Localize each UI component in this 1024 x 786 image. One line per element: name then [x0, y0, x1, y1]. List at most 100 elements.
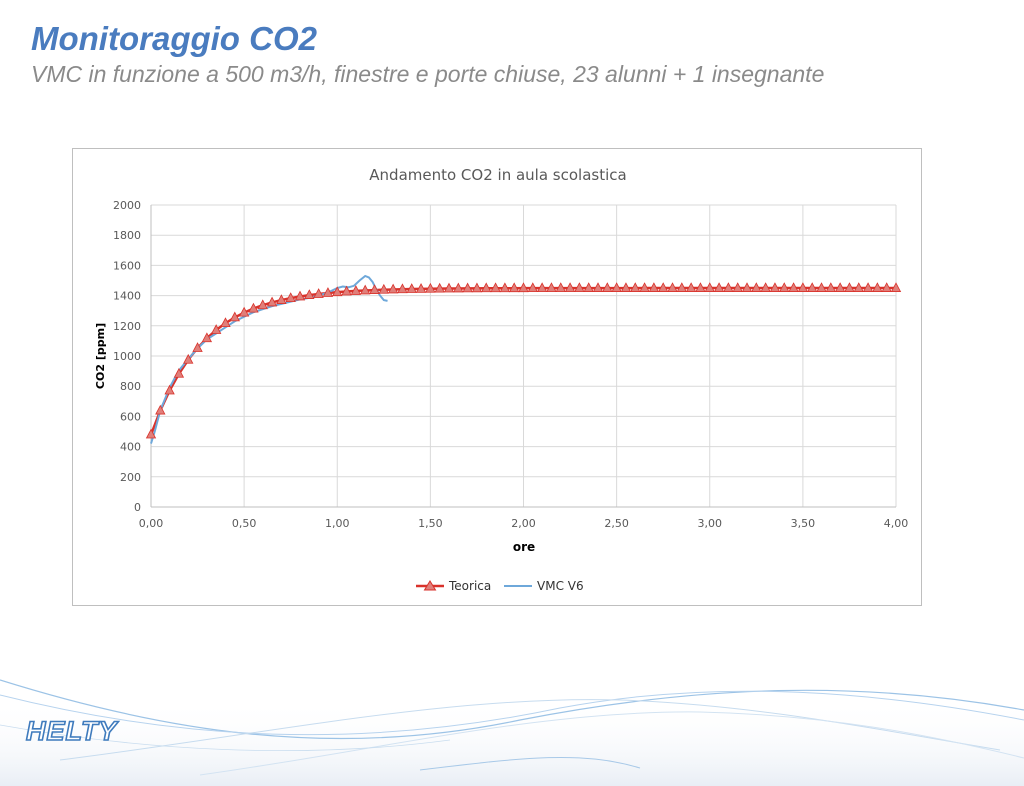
teorica-marker [490, 282, 501, 293]
teorica-marker [620, 282, 632, 292]
teorica-marker [220, 317, 231, 328]
slide-title: Monitoraggio CO2 [31, 20, 317, 57]
teorica-marker [518, 282, 529, 293]
teorica-marker [658, 282, 669, 292]
co2-chart: Andamento CO2 in aula scolastica 0 200 400… [94, 166, 909, 593]
teorica-marker [276, 294, 287, 304]
y-tick-label: 1400 [113, 290, 141, 303]
teorica-marker [462, 282, 473, 293]
teorica-marker [751, 282, 762, 292]
y-tick-label: 2000 [113, 199, 141, 212]
teorica-marker [369, 284, 380, 294]
teorica-marker [425, 282, 436, 293]
teorica-marker [853, 282, 864, 292]
teorica-marker [183, 353, 194, 364]
teorica-marker [536, 282, 548, 293]
x-tick-label: 3,50 [791, 517, 816, 530]
y-tick-label: 1000 [113, 350, 141, 363]
teorica-marker [397, 283, 408, 294]
teorica-marker [862, 282, 874, 292]
teorica-marker [611, 282, 622, 292]
teorica-marker [313, 288, 324, 298]
teorica-marker [732, 282, 743, 292]
teorica-marker [555, 282, 566, 293]
teorica-marker [192, 342, 203, 352]
series-layer [145, 274, 902, 444]
teorica-marker [481, 282, 492, 293]
teorica-marker [723, 282, 734, 292]
x-tick-label: 1,00 [325, 517, 350, 530]
legend-label-vmc: VMC V6 [537, 579, 584, 593]
teorica-marker [695, 282, 706, 292]
teorica-marker [713, 282, 725, 292]
axes [150, 205, 896, 508]
teorica-marker [248, 302, 259, 313]
teorica-marker [797, 282, 809, 292]
teorica-marker [294, 290, 306, 301]
teorica-marker [304, 289, 315, 299]
x-tick-label: 2,00 [511, 517, 536, 530]
x-axis-label: ore [513, 540, 535, 554]
teorica-marker [527, 282, 538, 293]
teorica-marker [769, 282, 781, 292]
teorica-marker [145, 428, 157, 439]
teorica-marker [834, 282, 846, 292]
teorica-marker [360, 284, 371, 295]
teorica-marker [639, 282, 650, 292]
teorica-marker [155, 404, 166, 415]
teorica-marker [760, 282, 771, 292]
y-tick-label: 200 [120, 471, 141, 484]
x-tick-label: 4,00 [884, 517, 909, 530]
teorica-marker [378, 283, 389, 294]
teorica-marker [890, 282, 902, 292]
teorica-marker [685, 282, 697, 292]
teorica-marker [704, 282, 715, 292]
teorica-marker [341, 285, 352, 296]
teorica-marker [509, 282, 520, 293]
teorica-marker [546, 282, 557, 293]
teorica-marker [872, 282, 883, 292]
teorica-marker [630, 282, 641, 292]
x-tick-label: 0,50 [232, 517, 257, 530]
x-tick-label: 0,00 [139, 517, 164, 530]
teorica-marker [844, 282, 855, 292]
chart-container: Andamento CO2 in aula scolastica 0 200 400… [72, 148, 922, 606]
teorica-marker [592, 282, 604, 292]
teorica-marker [164, 384, 175, 395]
y-tick-label: 1200 [113, 320, 141, 333]
teorica-marker [602, 282, 613, 292]
y-tick-label: 1800 [113, 229, 141, 242]
teorica-marker [238, 306, 250, 317]
teorica-marker [415, 283, 427, 293]
y-tick-label: 400 [120, 441, 141, 454]
legend-item-teorica: Teorica [416, 579, 491, 593]
helty-logo: HELTY [25, 715, 118, 747]
teorica-marker [499, 282, 511, 293]
teorica-marker [779, 282, 790, 292]
teorica-marker [881, 282, 892, 292]
teorica-marker [788, 282, 799, 292]
teorica-marker [257, 299, 268, 310]
teorica-marker [648, 282, 660, 292]
legend-label-teorica: Teorica [448, 579, 491, 593]
teorica-marker [564, 282, 576, 292]
y-tick-label: 0 [134, 501, 141, 514]
y-axis-label: CO2 [ppm] [94, 323, 107, 389]
legend: Teorica VMC V6 [416, 579, 584, 593]
teorica-marker [434, 282, 445, 293]
teorica-marker [574, 282, 585, 292]
teorica-marker [387, 283, 399, 294]
teorica-marker [443, 282, 455, 293]
teorica-marker [266, 296, 278, 307]
teorica-marker [676, 282, 687, 292]
teorica-marker [229, 311, 240, 322]
teorica-marker [816, 282, 827, 292]
teorica-marker [807, 282, 818, 292]
teorica-marker [453, 282, 464, 293]
x-tick-label: 3,00 [698, 517, 723, 530]
teorica-marker [350, 285, 362, 295]
chart-title: Andamento CO2 in aula scolastica [369, 166, 626, 184]
teorica-marker [173, 367, 185, 378]
teorica-marker [332, 286, 343, 297]
teorica-marker [322, 287, 334, 297]
